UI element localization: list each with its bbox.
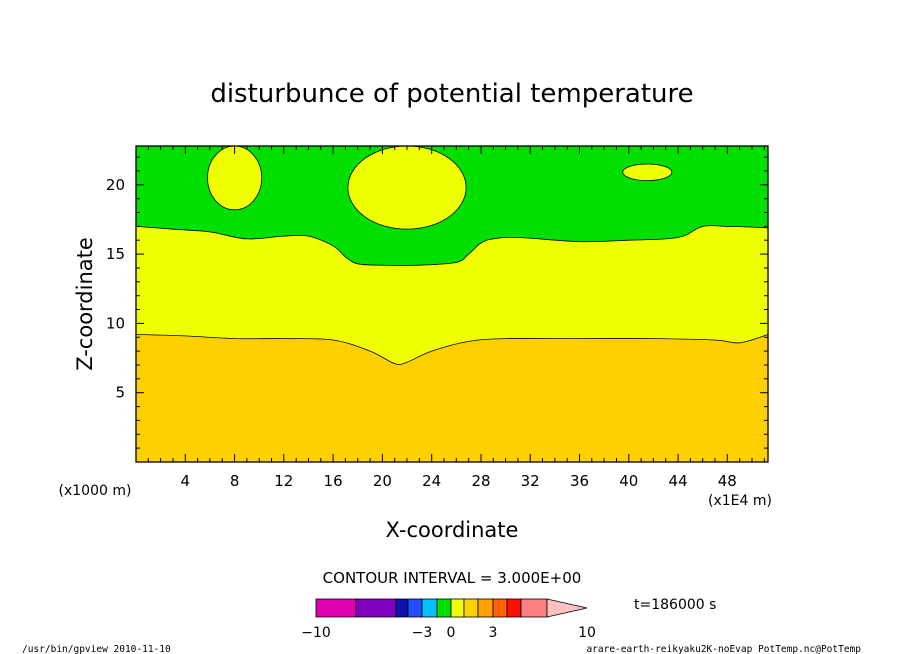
colorbar-swatch <box>520 598 548 618</box>
colorbar-swatch <box>506 598 522 618</box>
region-island-1 <box>207 145 263 211</box>
y-tick-label: 5 <box>115 384 125 402</box>
colorbar-label: −3 <box>412 625 433 641</box>
colorbar-label: −10 <box>301 625 331 641</box>
x-tick-label: 32 <box>521 472 540 490</box>
plot-frame <box>135 145 769 463</box>
colorbar <box>315 598 588 618</box>
x-unit-right-label: (x1E4 m) <box>708 493 772 509</box>
colorbar-swatch <box>436 598 452 618</box>
x-tick-label: 24 <box>422 472 441 490</box>
contour-line-upper <box>135 225 769 266</box>
chart-title: disturbunce of potential temperature <box>210 79 693 109</box>
colorbar-swatch <box>355 598 397 618</box>
x-tick-label: 40 <box>619 472 638 490</box>
x-tick-label: 36 <box>570 472 589 490</box>
y-tick-label: 15 <box>106 245 125 263</box>
x-ticks: 4 8 12 16 20 24 28 32 36 40 44 48 <box>147 146 765 490</box>
x-tick-label: 20 <box>373 472 392 490</box>
x-tick-label: 44 <box>669 472 688 490</box>
x-tick-label: 28 <box>471 472 490 490</box>
x-tick-label: 4 <box>181 472 191 490</box>
y-axis-label: Z-coordinate <box>73 237 97 371</box>
colorbar-labels: −10 −3 0 3 10 <box>301 625 596 641</box>
y-tick-label: 10 <box>106 314 125 332</box>
colorbar-swatch <box>450 598 465 618</box>
colorbar-swatch <box>315 598 357 618</box>
region-island-3 <box>622 163 673 182</box>
colorbar-swatch <box>407 598 423 618</box>
contour-line-lower <box>135 334 769 365</box>
colorbar-swatch <box>421 598 438 618</box>
contour-interval-text: CONTOUR INTERVAL = 3.000E+00 <box>323 569 582 587</box>
footer-right: arare-earth-reikyaku2K-noEvap_PotTemp.nc… <box>586 644 861 654</box>
x-tick-label: 12 <box>274 472 293 490</box>
y-ticks: 5 10 15 20 <box>106 156 768 449</box>
x-tick-label: 8 <box>230 472 240 490</box>
y-tick-label: 20 <box>106 176 125 194</box>
x-tick-label: 48 <box>718 472 737 490</box>
colorbar-label: 10 <box>578 625 596 641</box>
x-tick-label: 16 <box>324 472 343 490</box>
colorbar-swatch <box>463 598 479 618</box>
colorbar-label: 0 <box>447 625 456 641</box>
colorbar-label: 3 <box>489 625 498 641</box>
footer-left: /usr/bin/gpview 2010-11-10 <box>22 644 171 654</box>
colorbar-swatch <box>395 598 409 618</box>
x-axis-label: X-coordinate <box>386 518 519 542</box>
x-unit-left-label: (x1000 m) <box>59 483 132 499</box>
region-lower <box>136 334 768 462</box>
colorbar-swatch <box>492 598 508 618</box>
colorbar-swatch <box>477 598 494 618</box>
time-label: t=186000 s <box>634 597 716 613</box>
region-island-2 <box>347 145 467 230</box>
colorbar-arrow <box>546 598 588 618</box>
